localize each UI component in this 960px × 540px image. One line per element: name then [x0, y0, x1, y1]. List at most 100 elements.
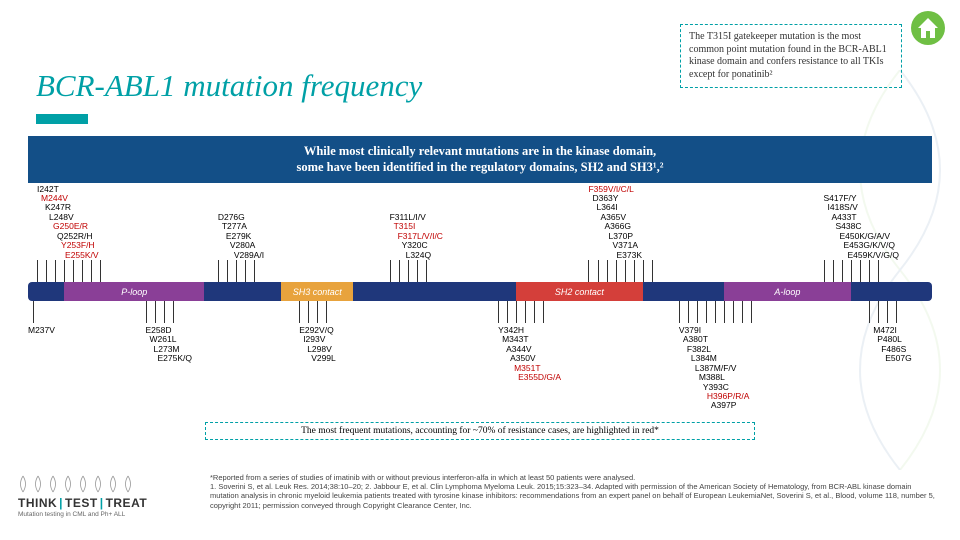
- region-sh3-contact: SH3 contact: [281, 282, 353, 301]
- banner-line1: While most clinically relevant mutations…: [304, 144, 656, 158]
- region-sh2-contact: SH2 contact: [516, 282, 643, 301]
- tick: [598, 260, 599, 282]
- mutation-label: G250E/R: [37, 222, 99, 231]
- mutation-label: L324Q: [390, 251, 443, 260]
- mutation-label: V299L: [299, 354, 336, 363]
- mutation-label: T277A: [218, 222, 264, 231]
- mutation-label: A366G: [588, 222, 642, 231]
- tick: [82, 260, 83, 282]
- tick: [408, 260, 409, 282]
- tick: [245, 260, 246, 282]
- region-a-loop: A-loop: [724, 282, 851, 301]
- logo-text: THINK|TEST|TREAT: [18, 496, 198, 510]
- lower-labels: M237VE258DW261LL273ME275K/QE292V/QI293VL…: [28, 326, 932, 412]
- mutation-label: M388L: [679, 373, 750, 382]
- callout-box: The T315I gatekeeper mutation is the mos…: [680, 24, 902, 88]
- tick: [507, 301, 508, 323]
- ticks-down: [28, 301, 932, 323]
- upper-labels: I242TM244VK247RL248VG250E/RQ252R/HY253F/…: [28, 182, 932, 260]
- tick: [588, 260, 589, 282]
- tick: [146, 301, 147, 323]
- tick: [896, 301, 897, 323]
- page-title: BCR-ABL1 mutation frequency: [36, 68, 422, 104]
- tick: [869, 260, 870, 282]
- mutation-label: E507G: [873, 354, 911, 363]
- tick: [73, 260, 74, 282]
- tick: [742, 301, 743, 323]
- tick: [715, 301, 716, 323]
- mutation-label: I293V: [299, 335, 336, 344]
- logo-dna-icon: [18, 474, 198, 494]
- mutation-label: E355D/G/A: [498, 373, 561, 382]
- mutation-label: E373K: [588, 251, 642, 260]
- logo-subtitle: Mutation testing in CML and Ph+ ALL: [18, 511, 198, 518]
- tick: [733, 301, 734, 323]
- mutation-label: E275K/Q: [146, 354, 193, 363]
- tick: [625, 260, 626, 282]
- mutation-label: L384M: [679, 354, 750, 363]
- mutation-label: A380T: [679, 335, 750, 344]
- tick: [697, 301, 698, 323]
- caption-text: The most frequent mutations, accounting …: [301, 426, 659, 436]
- mutation-label: T315I: [390, 222, 443, 231]
- tick: [326, 301, 327, 323]
- tick: [534, 301, 535, 323]
- tick: [390, 260, 391, 282]
- tick: [426, 260, 427, 282]
- tick: [46, 260, 47, 282]
- tick: [679, 301, 680, 323]
- tick: [851, 260, 852, 282]
- mutation-label: Y320C: [390, 241, 443, 250]
- tick: [516, 301, 517, 323]
- tick: [254, 260, 255, 282]
- mutation-diagram: I242TM244VK247RL248VG250E/RQ252R/HY253F/…: [28, 182, 932, 442]
- logo-area: THINK|TEST|TREAT Mutation testing in CML…: [18, 474, 198, 518]
- tick: [842, 260, 843, 282]
- tick: [706, 301, 707, 323]
- tick: [887, 301, 888, 323]
- tick: [55, 260, 56, 282]
- mutation-label: A397P: [679, 401, 750, 410]
- mutation-label: M343T: [498, 335, 561, 344]
- tick: [218, 260, 219, 282]
- mutation-label: V289A/I: [218, 251, 264, 260]
- mutation-label: E453G/K/V/Q: [824, 241, 900, 250]
- tick: [417, 260, 418, 282]
- tick: [227, 260, 228, 282]
- tick: [299, 301, 300, 323]
- kinase-track: P-loopSH3 contactSH2 contactA-loop: [28, 282, 932, 301]
- tick: [869, 301, 870, 323]
- tick: [833, 260, 834, 282]
- tick: [643, 260, 644, 282]
- mutation-label: Y253F/H: [37, 241, 99, 250]
- mutation-label: V371A: [588, 241, 642, 250]
- tick: [498, 301, 499, 323]
- footnote: *Reported from a series of studies of im…: [210, 473, 940, 511]
- mutation-label: W261L: [146, 335, 193, 344]
- caption-box: The most frequent mutations, accounting …: [205, 422, 755, 440]
- tick: [634, 260, 635, 282]
- tick: [317, 301, 318, 323]
- tick: [878, 260, 879, 282]
- banner-line2: some have been identified in the regulat…: [296, 160, 663, 174]
- tick: [688, 301, 689, 323]
- ticks-up: [28, 260, 932, 282]
- tick: [308, 301, 309, 323]
- tick: [616, 260, 617, 282]
- tick: [751, 301, 752, 323]
- tick: [399, 260, 400, 282]
- tick: [525, 301, 526, 323]
- mutation-label: S438C: [824, 222, 900, 231]
- mutation-label: A350V: [498, 354, 561, 363]
- tick: [860, 260, 861, 282]
- mutation-label: V280A: [218, 241, 264, 250]
- tick: [155, 301, 156, 323]
- tick: [236, 260, 237, 282]
- banner: While most clinically relevant mutations…: [28, 136, 932, 183]
- tick: [164, 301, 165, 323]
- tick: [824, 260, 825, 282]
- home-icon[interactable]: [910, 10, 946, 46]
- tick: [543, 301, 544, 323]
- tick: [607, 260, 608, 282]
- mutation-label: M237V: [28, 326, 55, 335]
